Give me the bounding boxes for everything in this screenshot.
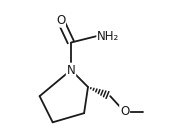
- Text: N: N: [67, 64, 75, 76]
- Text: O: O: [120, 105, 129, 118]
- Text: NH₂: NH₂: [97, 30, 119, 43]
- Text: O: O: [56, 14, 65, 27]
